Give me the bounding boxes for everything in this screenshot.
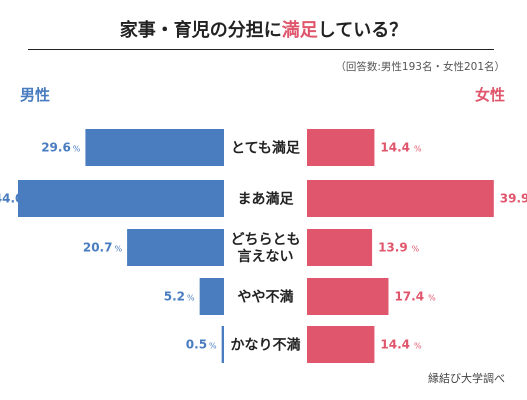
value-label-male-4: 5.2% [164,290,195,304]
title-after: している？ [317,20,408,41]
bar-male-5 [221,326,224,363]
respondent-note: （回答数:男性193名・女性201名） [335,61,505,73]
bar-female-3 [307,229,373,266]
title-before: 家事・育児の分担に [119,20,282,41]
legend-male: 男性 [20,86,51,104]
category-label-4: やや不満 [238,289,294,306]
value-label-female-3: 13.9% [378,241,420,255]
bar-female-2 [307,180,494,217]
value-label-male-5: 0.5% [186,338,217,352]
value-label-female-2: 39.9% [500,192,527,206]
value-label-male-1: 29.6% [41,141,81,155]
category-label-3-line-1: どちらとも [231,232,301,248]
value-label-male-2: 44.0% [0,192,33,206]
bar-female-4 [307,278,389,315]
title-underline [28,49,494,50]
value-label-male-3: 20.7% [83,241,123,255]
bar-male-1 [85,129,224,166]
value-label-female-5: 14.4% [380,338,422,352]
value-label-female-4: 17.4% [394,290,436,304]
bar-male-4 [199,278,224,315]
category-label-3-line-2: 言えない [238,248,294,265]
bar-female-1 [307,129,375,166]
bar-female-5 [307,326,375,363]
chart-title: 家事・育児の分担に満足している？ [0,16,527,42]
source-credit: 縁結び大学調べ [428,372,505,385]
category-label-1: とても満足 [231,140,301,157]
bar-male-3 [127,229,224,266]
category-label-5: かなり不満 [231,337,301,354]
title-accent: 満足 [281,20,318,41]
legend-female: 女性 [474,86,505,104]
bar-male-2 [18,180,224,217]
value-label-female-1: 14.4% [380,141,422,155]
category-label-2: まあ満足 [238,191,295,208]
